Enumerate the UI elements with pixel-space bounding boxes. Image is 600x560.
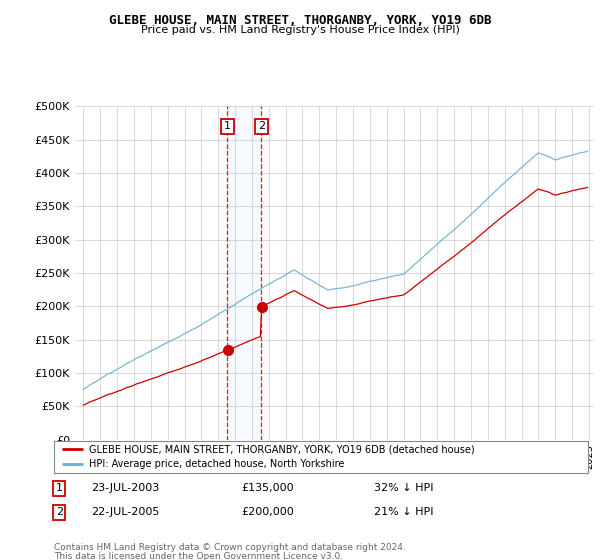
Text: £200,000: £200,000 bbox=[241, 507, 293, 517]
Text: 2: 2 bbox=[56, 507, 63, 517]
Bar bbox=[227, 106, 261, 440]
Text: 21% ↓ HPI: 21% ↓ HPI bbox=[374, 507, 434, 517]
Text: HPI: Average price, detached house, North Yorkshire: HPI: Average price, detached house, Nort… bbox=[89, 459, 344, 469]
Text: 1: 1 bbox=[56, 483, 63, 493]
Text: 22-JUL-2005: 22-JUL-2005 bbox=[91, 507, 160, 517]
Text: 23-JUL-2003: 23-JUL-2003 bbox=[91, 483, 160, 493]
Text: 2: 2 bbox=[257, 122, 265, 132]
Text: GLEBE HOUSE, MAIN STREET, THORGANBY, YORK, YO19 6DB (detached house): GLEBE HOUSE, MAIN STREET, THORGANBY, YOR… bbox=[89, 445, 475, 455]
Text: GLEBE HOUSE, MAIN STREET, THORGANBY, YORK, YO19 6DB: GLEBE HOUSE, MAIN STREET, THORGANBY, YOR… bbox=[109, 14, 491, 27]
Text: Price paid vs. HM Land Registry's House Price Index (HPI): Price paid vs. HM Land Registry's House … bbox=[140, 25, 460, 35]
Text: 1: 1 bbox=[224, 122, 231, 132]
Text: £135,000: £135,000 bbox=[241, 483, 293, 493]
Text: This data is licensed under the Open Government Licence v3.0.: This data is licensed under the Open Gov… bbox=[54, 552, 343, 560]
Text: 32% ↓ HPI: 32% ↓ HPI bbox=[374, 483, 434, 493]
Text: Contains HM Land Registry data © Crown copyright and database right 2024.: Contains HM Land Registry data © Crown c… bbox=[54, 543, 406, 552]
